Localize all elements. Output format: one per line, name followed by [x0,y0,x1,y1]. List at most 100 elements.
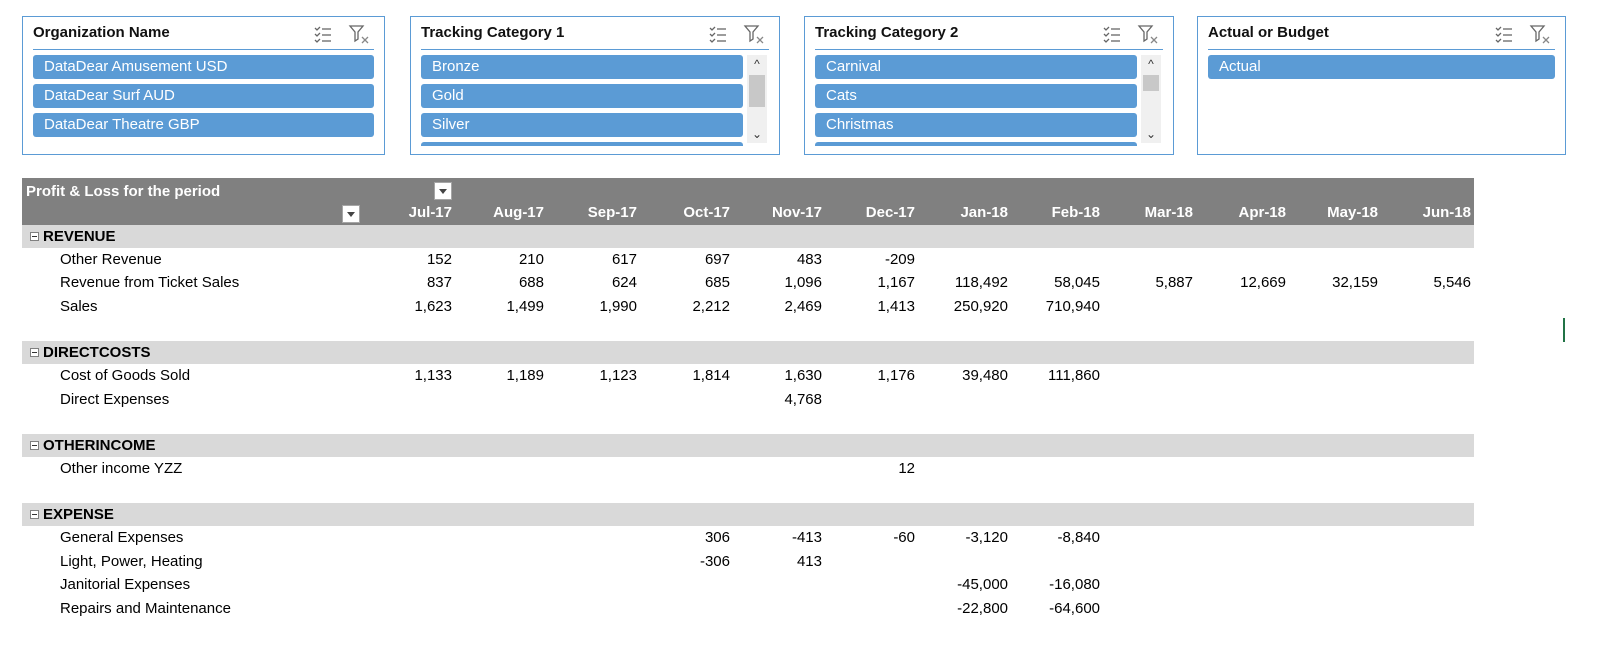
clear-filter-icon[interactable] [1529,23,1551,45]
clear-filter-icon[interactable] [743,23,765,45]
row-label[interactable]: Sales [60,297,98,315]
clear-filter-icon[interactable] [1137,23,1159,45]
collapse-icon[interactable] [30,510,39,520]
table-cell[interactable]: 4,768 [784,390,822,408]
scroll-down-icon[interactable]: ⌄ [751,127,763,141]
table-cell[interactable]: -8,840 [1057,529,1100,547]
table-cell[interactable]: 688 [518,274,544,292]
row-label[interactable]: Light, Power, Heating [60,552,203,570]
slicer-item[interactable]: DataDear Surf AUD [33,84,374,108]
table-cell[interactable]: 1,630 [784,367,822,385]
table-cell[interactable]: 1,133 [414,367,452,385]
table-cell[interactable]: 1,623 [414,297,452,315]
table-cell[interactable]: 250,920 [953,297,1008,315]
table-cell[interactable]: 111,860 [1048,367,1100,385]
multi-select-icon[interactable] [1493,23,1515,45]
slicer-item-list: Bronze Gold Silver [421,55,743,146]
slicer-item[interactable]: DataDear Amusement USD [33,55,374,79]
collapse-icon[interactable] [30,232,39,241]
table-cell[interactable]: 1,096 [784,274,822,292]
row-label[interactable]: Other income YZZ [60,459,183,477]
slicer-item[interactable]: Carnival [815,55,1137,79]
table-cell[interactable]: 118,492 [954,274,1008,292]
table-cell[interactable]: 1,499 [506,297,544,315]
collapse-icon[interactable] [30,348,39,358]
row-label[interactable]: Revenue from Ticket Sales [60,274,240,292]
slicer-item[interactable] [421,142,743,146]
collapse-icon[interactable] [30,440,39,450]
table-cell[interactable]: 697 [704,251,730,268]
multi-select-icon[interactable] [707,23,729,45]
table-cell[interactable]: -209 [884,251,915,268]
slicer-item-list: Carnival Cats Christmas [815,55,1137,146]
table-cell[interactable]: -16,080 [1049,576,1100,594]
clear-filter-icon[interactable] [348,23,370,45]
scroll-up-icon[interactable]: ^ [1148,57,1154,71]
table-cell[interactable]: 2,212 [692,297,730,315]
table-cell[interactable]: 32,159 [1332,274,1378,292]
table-cell[interactable]: 483 [796,251,822,268]
table-cell[interactable]: 2,469 [784,297,822,315]
row-label[interactable]: Direct Expenses [60,390,170,408]
slicer-3: Tracking Category 2 Carnival Cats Christmas… [804,16,1174,155]
table-cell[interactable]: 710,940 [1045,297,1100,315]
slicer-scrollbar[interactable]: ^ ⌄ [747,55,767,143]
slicer-item[interactable]: DataDear Theatre GBP [33,113,374,137]
scroll-down-icon[interactable]: ⌄ [1145,127,1157,141]
scroll-up-icon[interactable]: ^ [754,57,760,71]
table-cell[interactable]: 617 [611,251,637,268]
row-label[interactable]: Repairs and Maintenance [60,599,231,617]
slicer-item[interactable]: Silver [421,113,743,137]
table-cell[interactable]: 1,167 [877,274,915,292]
row-labels-dropdown-button[interactable] [342,205,360,223]
table-cell[interactable]: 1,189 [506,367,544,385]
row-label[interactable]: General Expenses [60,529,184,547]
slicer-item[interactable]: Christmas [815,113,1137,137]
table-cell[interactable]: -3,120 [965,529,1008,547]
table-cell[interactable]: 58,045 [1054,274,1100,292]
table-cell[interactable]: 1,814 [692,367,730,385]
slicer-item[interactable] [815,142,1137,146]
scroll-thumb[interactable] [749,75,765,107]
table-cell[interactable]: 1,990 [599,297,637,315]
table-cell[interactable]: 1,123 [599,367,637,385]
table-cell[interactable]: 685 [704,274,730,292]
slicer-item[interactable]: Cats [815,84,1137,108]
table-cell[interactable]: 5,546 [1433,274,1471,292]
row-label[interactable]: Cost of Goods Sold [60,367,191,385]
month-header: Aug-17 [493,204,544,221]
table-cell[interactable]: 152 [426,251,452,268]
row-label[interactable]: Janitorial Expenses [60,576,191,594]
slicer-header: Tracking Category 1 [421,23,769,50]
table-cell[interactable]: 12 [898,459,915,477]
table-cell[interactable]: 1,176 [877,367,915,385]
table-cell[interactable]: -60 [893,529,915,547]
table-cell[interactable]: -45,000 [957,576,1008,594]
table-cell[interactable]: 624 [611,274,637,292]
month-header: Jun-18 [1422,204,1471,221]
slicer-item[interactable]: Actual [1208,55,1555,79]
table-cell[interactable]: -64,600 [1049,599,1100,617]
table-cell[interactable]: 306 [704,529,730,547]
slicer-item[interactable]: Bronze [421,55,743,79]
table-cell[interactable]: 413 [796,552,822,570]
table-cell[interactable]: 39,480 [962,367,1008,385]
table-cell[interactable]: 837 [426,274,452,292]
slicer-item[interactable]: Gold [421,84,743,108]
slicer-header: Tracking Category 2 [815,23,1163,50]
row-label[interactable]: Other Revenue [60,251,162,268]
table-cell[interactable]: 5,887 [1155,274,1193,292]
slicer-scrollbar[interactable]: ^ ⌄ [1141,55,1161,143]
pivot-table: Profit & Loss for the period Jul-17 Aug-1… [22,178,1474,620]
table-cell[interactable]: -22,800 [957,599,1008,617]
multi-select-icon[interactable] [1101,23,1123,45]
table-cell[interactable]: 210 [518,251,544,268]
table-cell[interactable]: -306 [699,552,730,570]
multi-select-icon[interactable] [312,23,334,45]
filter-dropdown-button[interactable] [434,182,452,200]
table-cell[interactable]: 1,413 [877,297,915,315]
scroll-thumb[interactable] [1143,75,1159,91]
pivot-title: Profit & Loss for the period [26,183,221,200]
table-cell[interactable]: -413 [791,529,822,547]
table-cell[interactable]: 12,669 [1240,274,1286,292]
